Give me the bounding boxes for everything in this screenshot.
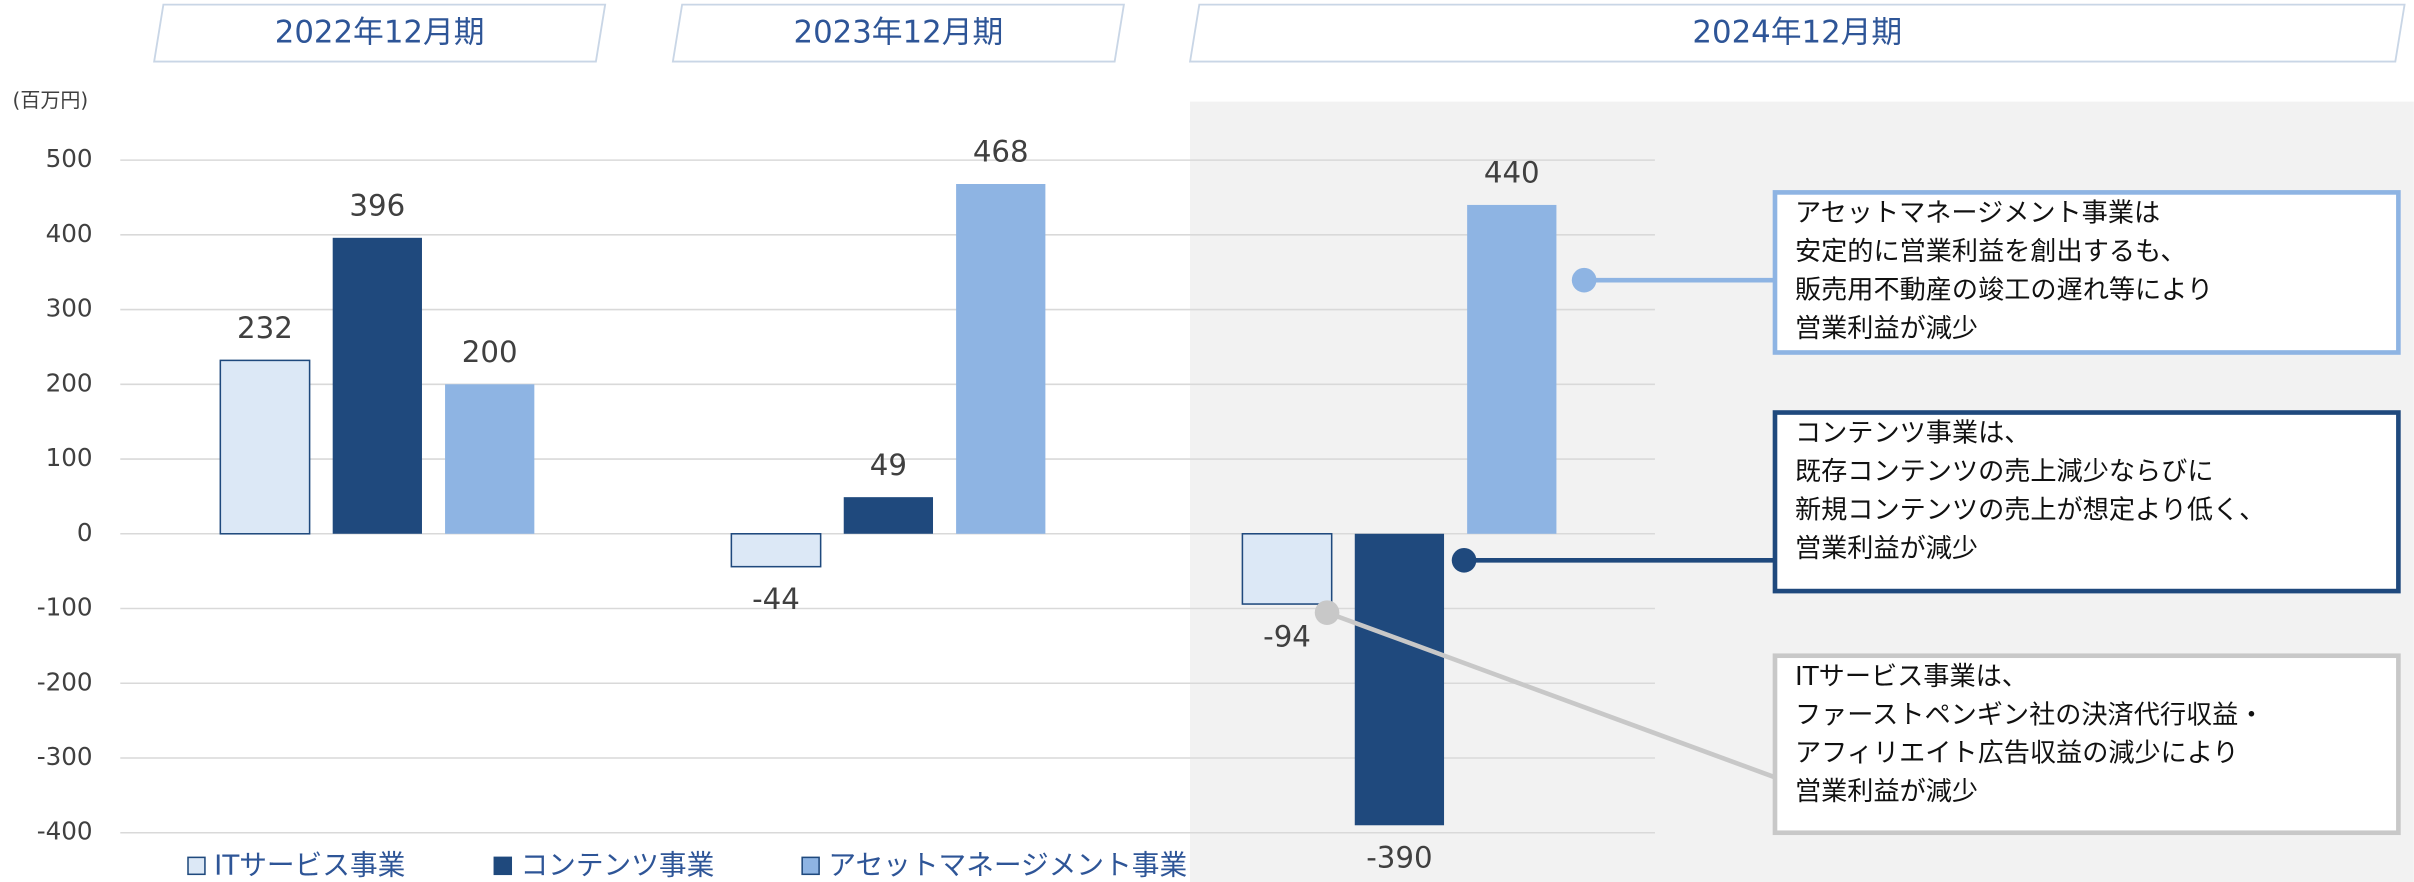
annotation-text: アフィリエイト広告収益の減少により (1795, 739, 2239, 769)
annotation-text: 営業利益が減少 (1795, 534, 1978, 564)
y-tick-label: -400 (37, 817, 93, 846)
data-label: -390 (1366, 841, 1432, 875)
legend-label: コンテンツ事業 (520, 849, 714, 882)
bar (219, 359, 311, 535)
annotation-text: 既存コンテンツの売上減少ならびに (1795, 457, 2214, 487)
bar (1241, 533, 1333, 605)
y-tick-label: 300 (46, 294, 93, 323)
annotation-box (1772, 653, 2401, 836)
legend-label: ITサービス事業 (214, 849, 405, 882)
annotation-text: 販売用不動産の竣工の遅れ等により (1795, 275, 2213, 305)
connector (1326, 610, 1776, 780)
period-label: 2024年12月期 (1692, 14, 1902, 50)
bar (332, 237, 422, 534)
y-tick-label: 0 (77, 518, 93, 547)
period-label: 2022年12月期 (275, 14, 485, 50)
data-label: -44 (752, 582, 800, 616)
annotation-box (1772, 190, 2401, 355)
bar (1354, 533, 1445, 826)
period-header (1188, 3, 2406, 63)
period-header (153, 3, 607, 63)
y-tick-label: 500 (46, 144, 93, 173)
bar (445, 384, 535, 534)
annotation-box (1772, 410, 2401, 594)
data-label: 440 (1484, 156, 1540, 190)
legend-label: アセットマネージメント事業 (828, 849, 1187, 882)
period-header (671, 3, 1125, 63)
bar (1467, 204, 1557, 534)
y-tick-label: 200 (46, 368, 93, 397)
annotation-text: 営業利益が減少 (1795, 777, 1978, 807)
connector-dot (1571, 267, 1597, 293)
annotation-text: 安定的に営業利益を創出するも、 (1795, 237, 2187, 267)
y-unit: (百万円) (13, 88, 89, 112)
bar (956, 184, 1046, 534)
annotation-text: アセットマネージメント事業は (1795, 198, 2160, 228)
annotation-text: ITサービス事業は、 (1795, 662, 2028, 692)
period-label: 2023年12月期 (794, 14, 1004, 50)
annotation-text: コンテンツ事業は、 (1795, 419, 2030, 449)
bar (843, 497, 934, 534)
y-tick-label: 400 (46, 219, 93, 248)
connector-dot (1314, 600, 1340, 625)
legend-swatch (493, 856, 513, 876)
annotation-text: 新規コンテンツの売上が想定より低く、 (1795, 496, 2265, 526)
connector-dot (1451, 547, 1477, 573)
bar (730, 533, 822, 568)
y-tick-label: -200 (37, 667, 93, 696)
legend-swatch (187, 856, 206, 876)
data-label: 468 (973, 135, 1029, 169)
data-label: 232 (237, 311, 293, 345)
legend-swatch (801, 856, 820, 876)
annotation-text: ファーストペンギン社の決済代行収益・ (1795, 700, 2265, 730)
y-tick-label: -100 (37, 593, 93, 622)
y-tick-label: 100 (46, 443, 93, 472)
y-tick-label: -300 (37, 742, 93, 771)
data-label: 396 (349, 189, 405, 223)
annotation-text: 営業利益が減少 (1795, 314, 1978, 344)
data-label: 200 (462, 335, 518, 369)
data-label: 49 (870, 448, 907, 482)
data-label: -94 (1263, 619, 1311, 653)
